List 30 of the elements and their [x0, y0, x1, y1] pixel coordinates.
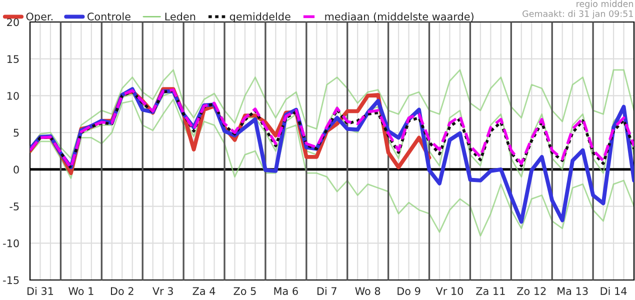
text: regio midden: [576, 0, 633, 9]
legend-label: Leden: [165, 12, 196, 20]
legend-label: Oper.: [26, 12, 52, 22]
x-tick-label: Vr 10: [436, 287, 464, 296]
x-tick-label: Do 2: [110, 287, 134, 296]
text: Gemaakt: di 31 jan 09:51: [522, 10, 633, 19]
y-tick-label: 5: [14, 128, 19, 137]
x-tick-label: Ma 6: [274, 287, 298, 296]
y-tick-label: 15: [7, 55, 19, 63]
y-tick-label: 10: [7, 92, 19, 100]
x-tick-label: Di 31: [28, 286, 54, 296]
x-tick-label: Vr 3: [152, 287, 173, 296]
y-tick-label: -10: [3, 239, 19, 248]
x-tick-label: Zo 5: [234, 287, 256, 296]
x-tick-label: Za 4: [192, 287, 216, 296]
x-tick-label: Wo 8: [355, 287, 380, 296]
x-tick-label: Za 11: [476, 287, 505, 296]
x-tick-label: Di 14: [600, 286, 627, 295]
y-tick-label: -15: [3, 276, 19, 284]
legend-label: mediaan (middelste waarde): [325, 12, 474, 22]
x-tick-label: Do 9: [398, 287, 420, 296]
x-tick-label: Di 7: [317, 286, 336, 295]
y-tick-label: 0: [14, 166, 19, 174]
x-tick-label: Zo 12: [517, 287, 546, 296]
y-tick-label: 20: [7, 18, 19, 26]
x-tick-label: Ma 13: [558, 287, 588, 296]
legend-label: Controle: [88, 12, 130, 20]
legend-label: gemiddelde: [230, 12, 290, 22]
x-tick-label: Wo 1: [68, 287, 94, 296]
y-tick-label: -5: [10, 202, 19, 210]
